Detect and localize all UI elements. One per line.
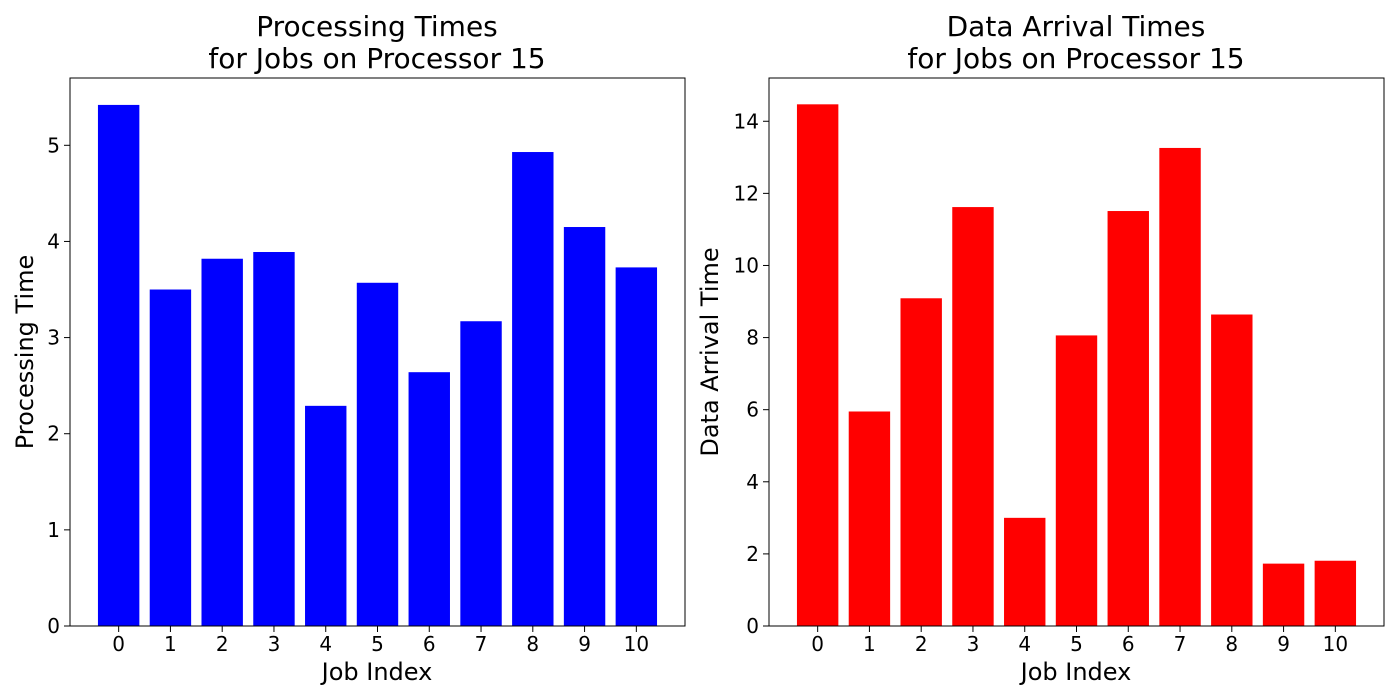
bar-1 [848, 411, 891, 626]
bar-4 [305, 405, 347, 626]
x-tick-label: 9 [1277, 632, 1290, 656]
bar-7 [1159, 147, 1201, 626]
y-tick-label: 3 [47, 326, 60, 350]
data-arrival-times-chart: Data Arrival Times for Jobs on Processor… [696, 10, 1385, 686]
y-tick-label: 6 [746, 398, 759, 422]
x-tick-label: 5 [371, 632, 384, 656]
bar-7 [460, 321, 502, 626]
y-tick-label: 1 [47, 518, 60, 542]
y-axis-label: Data Arrival Time [696, 247, 724, 456]
x-ticks-group: 0 1 2 3 4 5 6 7 8 9 10 [112, 626, 649, 656]
bar-5 [356, 282, 399, 626]
bar-10 [615, 267, 658, 626]
x-axis-label: Job Index [1019, 658, 1132, 686]
x-tick-label: 2 [216, 632, 229, 656]
bar-6 [1107, 211, 1149, 626]
y-tick-label: 12 [734, 181, 759, 205]
bar-3 [253, 252, 295, 626]
x-tick-label: 10 [624, 632, 649, 656]
y-ticks-group: 0 2 4 6 8 10 12 14 [734, 109, 769, 638]
bar-0 [97, 104, 140, 627]
plot-frame [768, 77, 1385, 627]
x-tick-label: 4 [1018, 632, 1031, 656]
chart-title-line-2: for Jobs on Processor 15 [907, 42, 1244, 75]
x-tick-label: 4 [319, 632, 332, 656]
bar-3 [952, 207, 994, 626]
bars-group [796, 104, 1357, 626]
bar-8 [512, 152, 554, 626]
bar-8 [1211, 314, 1253, 626]
y-tick-label: 8 [746, 326, 759, 350]
x-tick-label: 2 [915, 632, 928, 656]
x-tick-label: 3 [268, 632, 281, 656]
y-tick-label: 5 [47, 133, 60, 157]
y-tick-label: 14 [734, 109, 759, 133]
bar-4 [1004, 517, 1046, 626]
y-tick-label: 0 [746, 614, 759, 638]
processing-times-chart: Processing Times for Jobs on Processor 1… [11, 10, 686, 686]
bars-group [97, 104, 658, 627]
y-tick-label: 4 [47, 229, 60, 253]
y-tick-label: 2 [47, 422, 60, 446]
x-tick-label: 3 [967, 632, 980, 656]
bar-6 [408, 372, 450, 626]
chart-title-line-2: for Jobs on Processor 15 [208, 42, 545, 75]
x-tick-label: 9 [578, 632, 591, 656]
y-tick-label: 10 [734, 253, 759, 277]
x-tick-label: 5 [1070, 632, 1083, 656]
x-tick-label: 0 [112, 632, 125, 656]
y-tick-label: 4 [746, 470, 759, 494]
y-tick-label: 2 [746, 542, 759, 566]
x-tick-label: 8 [526, 632, 539, 656]
bar-0 [796, 104, 839, 626]
chart-title-line-1: Data Arrival Times [947, 10, 1206, 43]
y-axis-label: Processing Time [11, 255, 39, 450]
bar-2 [900, 298, 942, 626]
x-ticks-group: 0 1 2 3 4 5 6 7 8 9 10 [811, 626, 1348, 656]
x-tick-label: 1 [863, 632, 876, 656]
bar-10 [1314, 560, 1357, 626]
chart-title-line-1: Processing Times [256, 10, 498, 43]
x-tick-label: 0 [811, 632, 824, 656]
x-tick-label: 7 [475, 632, 488, 656]
x-tick-label: 1 [164, 632, 177, 656]
x-tick-label: 6 [1122, 632, 1135, 656]
x-axis-label: Job Index [320, 658, 433, 686]
x-tick-label: 6 [423, 632, 436, 656]
plot-frame [69, 77, 686, 627]
bar-1 [149, 289, 192, 626]
bar-2 [201, 258, 243, 626]
bar-9 [563, 227, 606, 626]
bar-5 [1055, 335, 1098, 626]
x-tick-label: 7 [1174, 632, 1187, 656]
y-ticks-group: 0 1 2 3 4 5 [47, 133, 70, 638]
bar-9 [1262, 563, 1305, 626]
y-tick-label: 0 [47, 614, 60, 638]
x-tick-label: 8 [1225, 632, 1238, 656]
x-tick-label: 10 [1323, 632, 1348, 656]
